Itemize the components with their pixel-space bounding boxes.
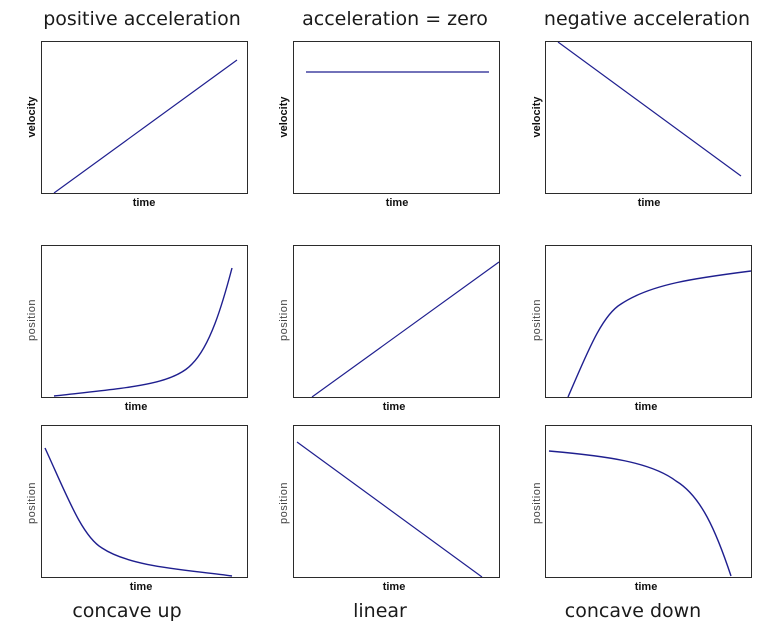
x-axis-label: time: [634, 581, 658, 593]
y-axis-label: position: [278, 299, 290, 341]
x-axis-label: time: [129, 581, 153, 593]
plot-area: [567, 270, 751, 397]
y-axis-label: position: [278, 482, 290, 524]
caption-linear: linear: [353, 600, 407, 622]
position-curve: [567, 270, 751, 397]
y-axis-label: position: [26, 482, 38, 524]
position-curve: [548, 450, 732, 577]
plot-area: [44, 447, 233, 577]
caption-concave-up: concave up: [72, 600, 182, 622]
velocity-line-increasing: [53, 59, 238, 193]
plot-area: [557, 42, 742, 177]
plot-area: [306, 71, 489, 73]
position-curve: [53, 267, 233, 397]
y-axis-label: position: [531, 299, 543, 341]
chart-position-concave-up-increasing: [41, 245, 248, 398]
plot-area: [311, 261, 499, 397]
column-title-negative-acceleration: negative acceleration: [543, 8, 751, 30]
position-line: [296, 441, 483, 577]
x-axis-label: time: [385, 197, 409, 209]
y-axis-label: velocity: [531, 96, 543, 138]
x-axis-label: time: [132, 197, 156, 209]
chart-velocity-negative: [545, 41, 752, 194]
y-axis-label: velocity: [278, 96, 290, 138]
x-axis-label: time: [382, 581, 406, 593]
y-axis-label: position: [531, 482, 543, 524]
y-axis-label: position: [26, 299, 38, 341]
chart-velocity-positive: [41, 41, 248, 194]
column-title-positive-acceleration: positive acceleration: [43, 8, 241, 30]
velocity-line-decreasing: [557, 42, 742, 177]
chart-position-concave-down-decreasing: [545, 425, 752, 578]
caption-concave-down: concave down: [564, 600, 702, 622]
position-curve: [44, 447, 233, 577]
chart-position-linear-increasing: [293, 245, 500, 398]
plot-area: [296, 441, 483, 577]
y-axis-label: velocity: [26, 96, 38, 138]
position-line: [311, 261, 499, 397]
column-title-acceleration-zero: acceleration = zero: [302, 8, 488, 30]
x-axis-label: time: [634, 401, 658, 413]
plot-area: [53, 59, 238, 193]
plot-area: [53, 267, 233, 397]
x-axis-label: time: [124, 401, 148, 413]
x-axis-label: time: [637, 197, 661, 209]
chart-position-concave-down-increasing: [545, 245, 752, 398]
x-axis-label: time: [382, 401, 406, 413]
plot-area: [548, 450, 732, 577]
chart-position-concave-up-decreasing: [41, 425, 248, 578]
chart-position-linear-decreasing: [293, 425, 500, 578]
chart-velocity-zero: [293, 41, 500, 194]
